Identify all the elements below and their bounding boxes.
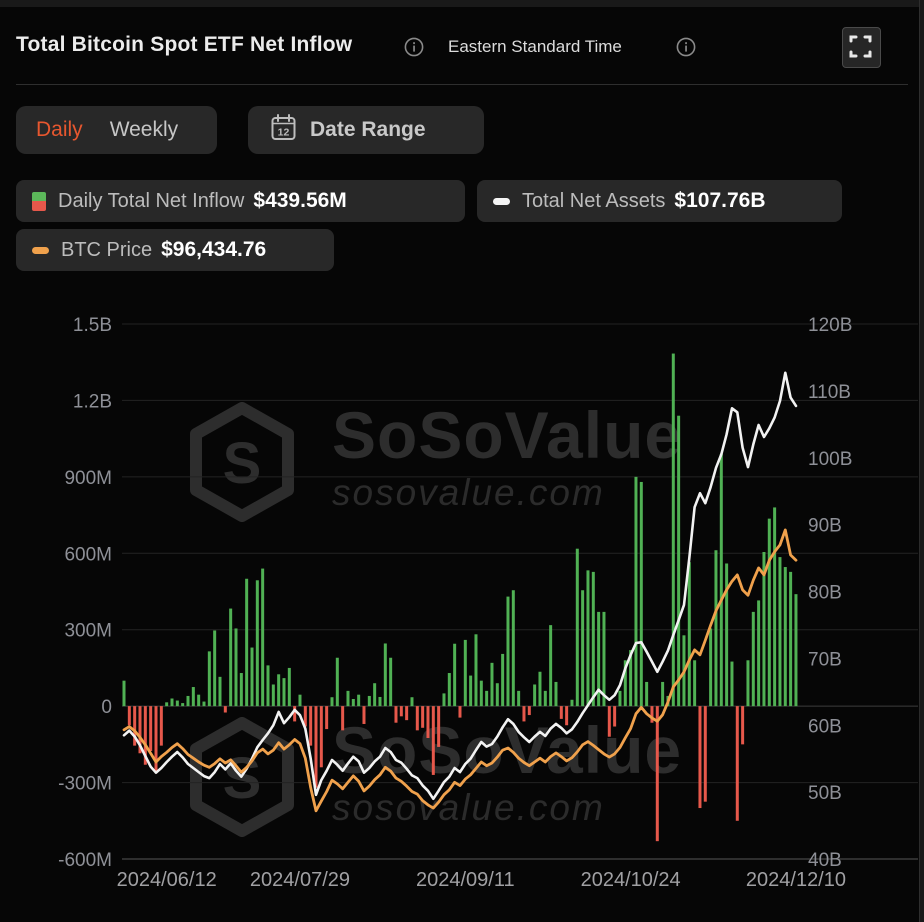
calendar-icon: 12 [270, 113, 297, 147]
legend-value: $96,434.76 [161, 238, 267, 261]
legend-value: $439.56M [253, 189, 347, 212]
fullscreen-icon [849, 35, 872, 58]
legend-value: $107.76B [674, 189, 766, 212]
interval-toggle: Daily Weekly [16, 106, 217, 154]
date-range-label: Date Range [310, 118, 426, 141]
left-axis-labels: 1.5B 1.2B 900M 600M 300M 0 -300M -600M [58, 315, 112, 871]
header-divider [16, 84, 908, 85]
legend-item-btc-price[interactable]: BTC Price $96,434.76 [16, 229, 334, 271]
left-axis-tick: -300M [58, 774, 112, 795]
chart-canvas[interactable] [122, 310, 922, 870]
x-axis-tick: 2024/07/29 [250, 869, 350, 891]
date-range-button[interactable]: 12 Date Range [248, 106, 484, 154]
legend-label: Total Net Assets [522, 189, 666, 212]
net-assets-series-icon [493, 197, 510, 205]
left-axis-tick: -600M [58, 850, 112, 871]
inflow-series-icon [32, 191, 46, 211]
left-axis-tick: 300M [64, 621, 112, 642]
x-axis-tick: 2024/12/10 [746, 869, 846, 891]
x-axis-tick: 2024/06/12 [117, 869, 217, 891]
x-axis-tick: 2024/10/24 [581, 869, 681, 891]
x-axis-tick: 2024/09/11 [416, 869, 515, 891]
page-title: Total Bitcoin Spot ETF Net Inflow [16, 33, 353, 56]
svg-text:12: 12 [278, 127, 290, 139]
legend-label: BTC Price [61, 238, 153, 261]
fullscreen-button[interactable] [842, 27, 881, 68]
title-info-icon[interactable] [404, 37, 424, 57]
left-axis-tick: 1.5B [73, 315, 112, 336]
tab-daily[interactable]: Daily [36, 118, 83, 141]
legend-label: Daily Total Net Inflow [58, 189, 245, 212]
left-axis-tick: 0 [101, 697, 112, 718]
left-axis-tick: 1.2B [73, 391, 112, 412]
x-axis-labels: 2024/06/12 2024/07/29 2024/09/11 2024/10/24… [117, 869, 846, 891]
legend-item-daily-net-inflow[interactable]: Daily Total Net Inflow $439.56M [16, 180, 465, 222]
page-top-edge [0, 0, 924, 7]
left-axis-tick: 900M [64, 468, 112, 489]
timezone-info-icon[interactable] [676, 37, 696, 57]
legend-item-total-net-assets[interactable]: Total Net Assets $107.76B [477, 180, 842, 222]
tab-weekly[interactable]: Weekly [109, 118, 179, 141]
left-axis-tick: 600M [64, 544, 112, 565]
timezone-label: Eastern Standard Time [448, 37, 622, 56]
btc-price-series-icon [32, 246, 49, 254]
